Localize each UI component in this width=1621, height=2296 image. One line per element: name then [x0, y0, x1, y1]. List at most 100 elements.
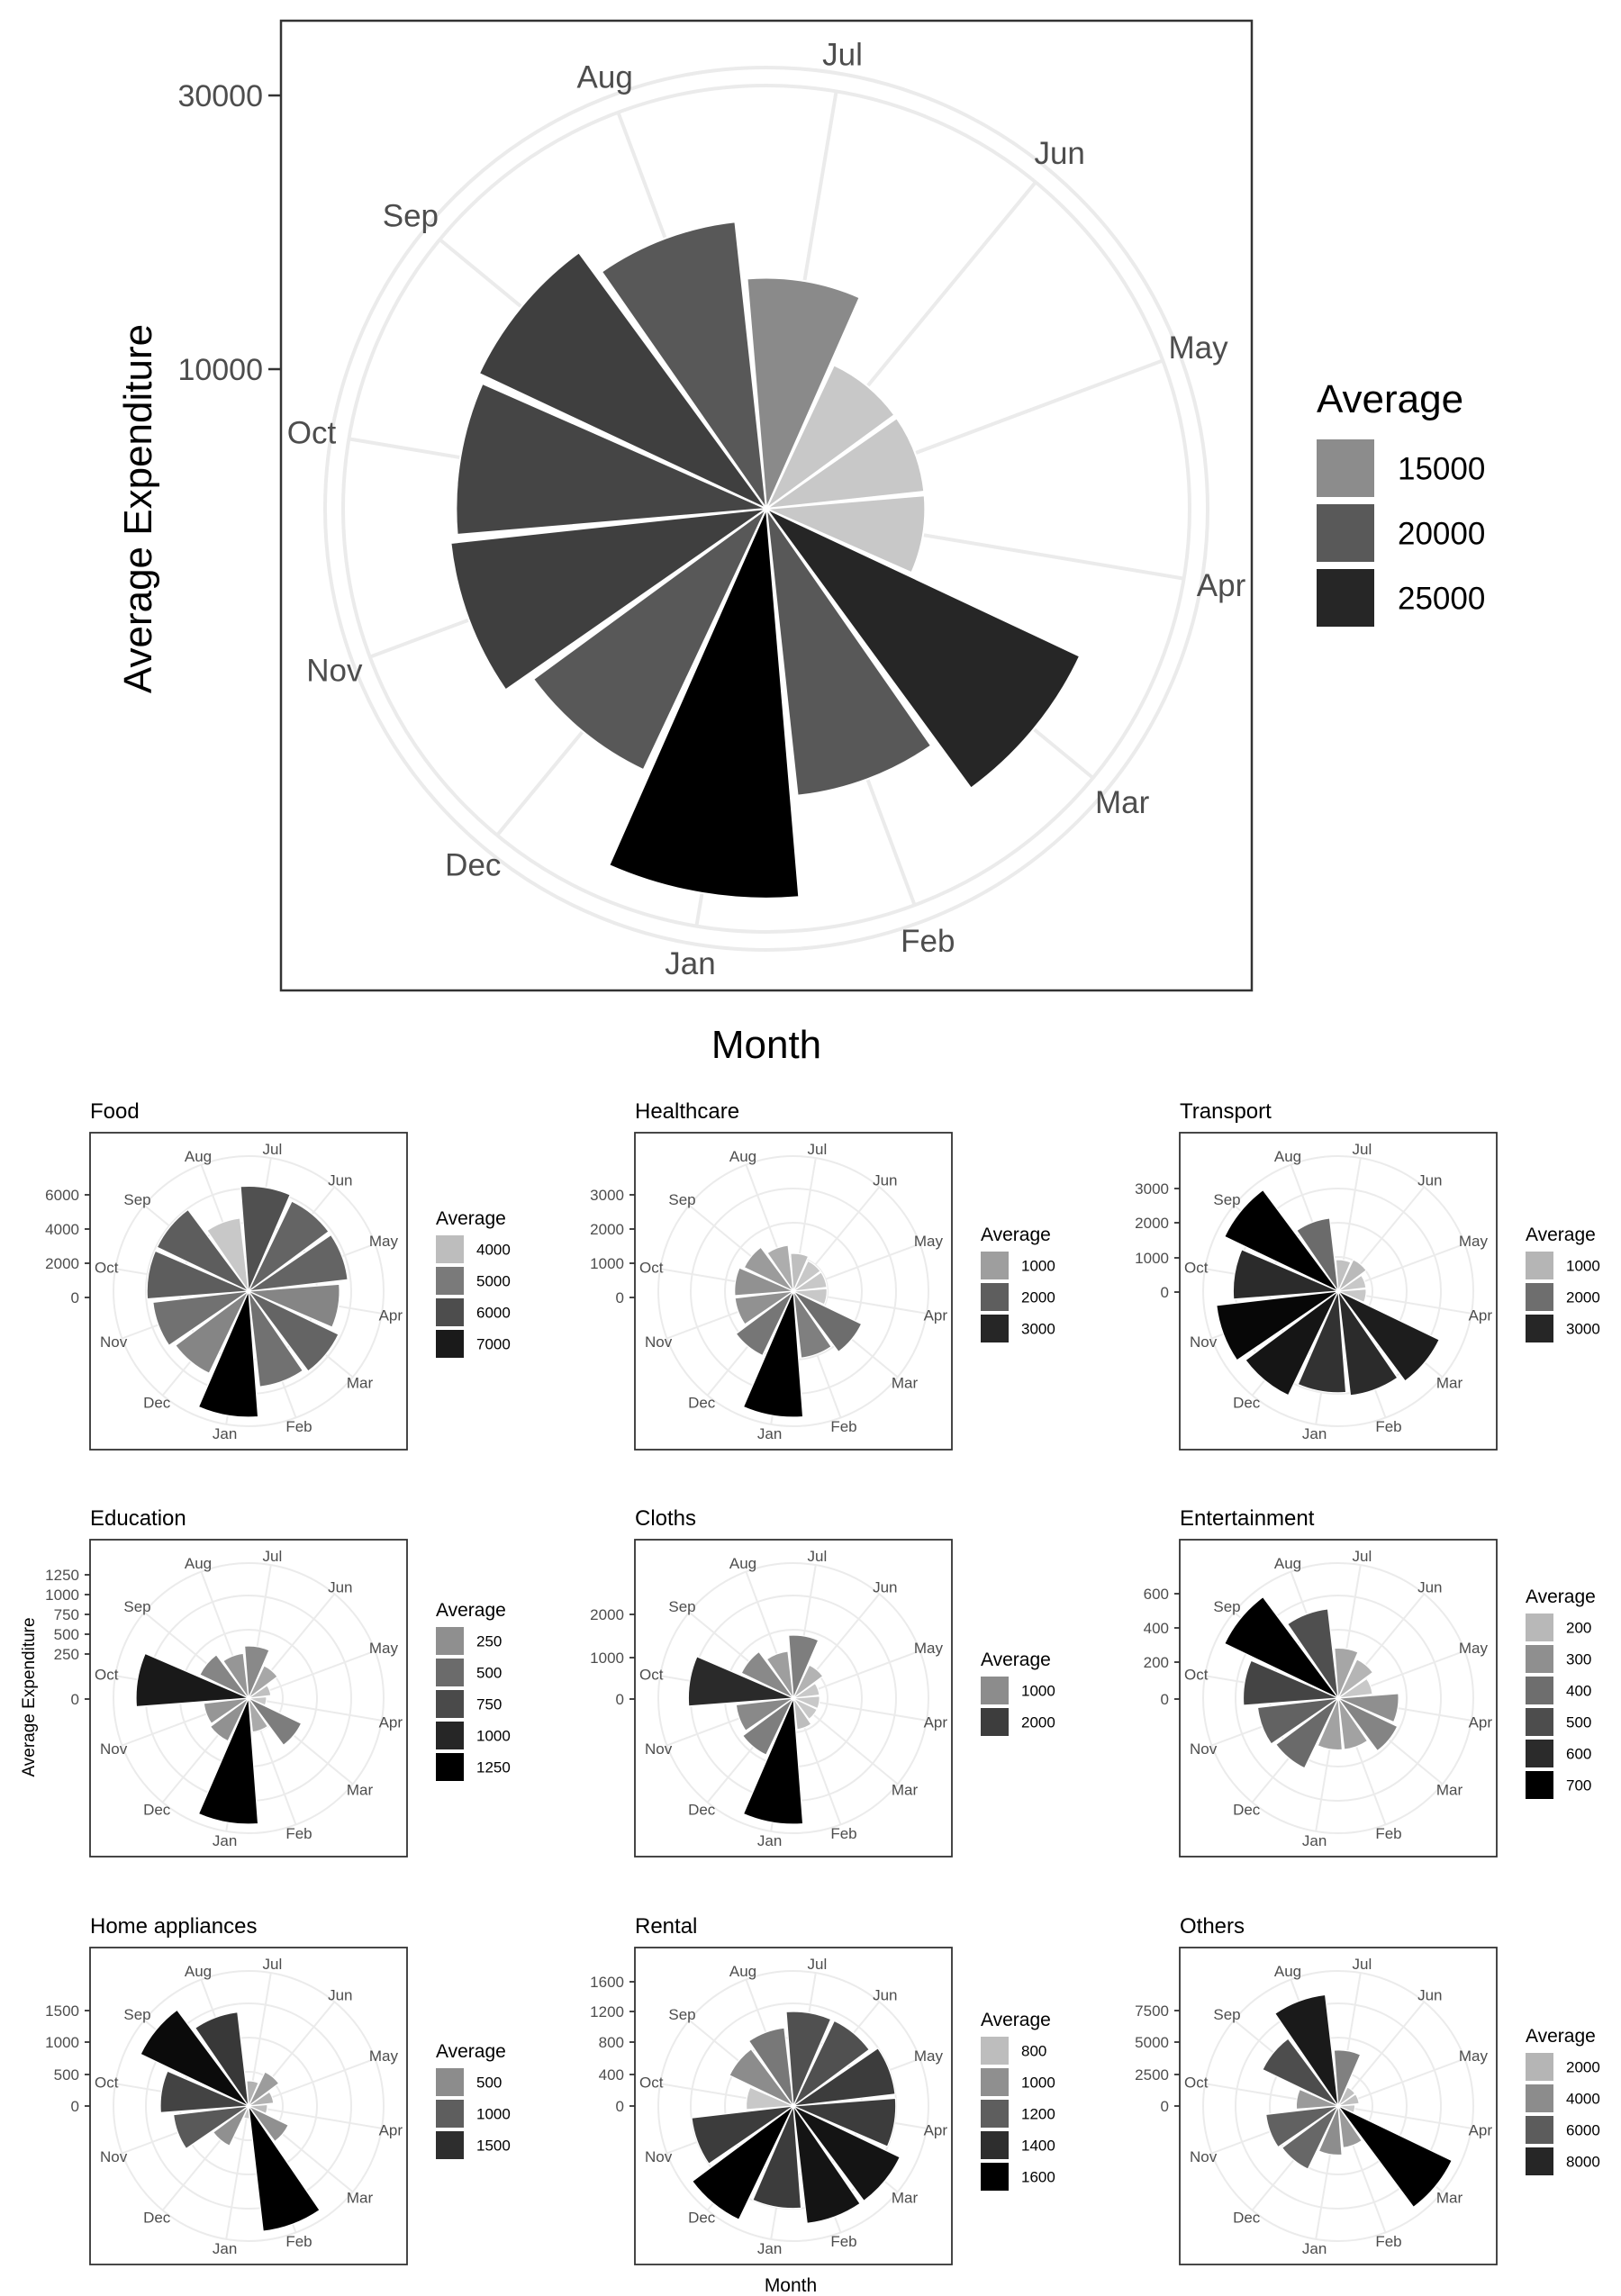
month-label-apr: Apr	[379, 2121, 403, 2138]
grid-ring	[341, 84, 1191, 934]
bar-mar	[1337, 1697, 1399, 1752]
month-label-aug: Aug	[577, 60, 633, 95]
small-x-axis-label: Month	[765, 2275, 817, 2296]
month-label-sep: Sep	[383, 199, 439, 234]
bar-dec	[1245, 1290, 1339, 1397]
month-label-jun: Jun	[328, 1579, 352, 1596]
legend-label: 1500	[476, 2137, 511, 2154]
legend-label: 6000	[476, 1304, 511, 1321]
bar-mar	[248, 1290, 340, 1372]
bar-aug	[222, 1652, 249, 1699]
bar-nov	[1265, 2105, 1339, 2148]
bar-oct	[745, 2086, 794, 2111]
panel-healthcare: Jan Dec Nov Oct Sep Aug Jul Jun May Apr Mar Feb 3000…	[590, 1099, 1055, 1451]
bar-feb	[248, 1290, 304, 1388]
bar-apr	[792, 1288, 828, 1306]
legend-label: 1400	[1021, 2137, 1055, 2154]
y-tick-label: 0	[616, 1691, 624, 1708]
legend-label: 600	[1566, 1745, 1591, 1762]
bar-jun	[792, 1260, 821, 1292]
grid-ring	[1269, 2037, 1408, 2175]
y-tick-label: 10000	[177, 353, 263, 387]
legend-title: Average	[1526, 1586, 1596, 1607]
bar-jan	[197, 1697, 259, 1825]
month-label-jul: Jul	[808, 1956, 828, 1973]
month-label-mar: Mar	[347, 1375, 374, 1392]
legend-key	[1526, 2147, 1553, 2175]
bar-jun	[792, 2020, 871, 2107]
month-label-feb: Feb	[1375, 1825, 1401, 1842]
legend-label: 1000	[476, 1727, 511, 1744]
bar-sep	[477, 251, 767, 510]
legend-label: 400	[1566, 1682, 1591, 1699]
month-label-oct: Oct	[639, 1260, 664, 1277]
bar-jun	[1337, 1658, 1374, 1699]
month-label-feb: Feb	[830, 2233, 856, 2250]
month-label-oct: Oct	[95, 1260, 119, 1277]
legend-label: 8000	[1566, 2153, 1600, 2170]
month-label-mar: Mar	[1436, 2190, 1463, 2207]
bar-may	[248, 1234, 349, 1292]
bar-feb	[792, 1697, 812, 1731]
y-tick-label: 30000	[177, 79, 263, 113]
bar-jul	[246, 2080, 259, 2107]
bar-sep	[156, 1208, 249, 1292]
main-y-axis-label: Average Expenditure	[116, 324, 160, 693]
bar-oct	[734, 1267, 794, 1297]
bar-jul	[1333, 2049, 1362, 2107]
legend-key	[1526, 1740, 1553, 1767]
legend-label: 2000	[1566, 1288, 1600, 1306]
bar-oct	[146, 1250, 249, 1300]
month-label-oct: Oct	[1184, 1667, 1209, 1684]
bar-jun	[1337, 2086, 1356, 2107]
y-tick-label: 200	[1144, 1654, 1169, 1671]
panel-cloths: Jan Dec Nov Oct Sep Aug Jul Jun May Apr Mar Feb 2000…	[590, 1506, 1055, 1858]
month-label-jan: Jan	[213, 1832, 237, 1849]
month-label-may: May	[1459, 1640, 1489, 1657]
bar-aug	[765, 1650, 794, 1699]
month-label-may: May	[1459, 1233, 1489, 1250]
month-label-nov: Nov	[645, 2148, 673, 2165]
month-label-oct: Oct	[95, 2075, 119, 2092]
panel-title: Food	[90, 1099, 140, 1124]
y-tick-label: 800	[599, 2034, 624, 2051]
bar-jan	[742, 1697, 804, 1825]
bar-mar	[1337, 2105, 1453, 2209]
month-label-mar: Mar	[1436, 1782, 1463, 1799]
month-label-aug: Aug	[729, 1555, 756, 1572]
month-label-aug: Aug	[729, 1148, 756, 1165]
month-label-aug: Aug	[185, 1963, 212, 1980]
legend-title: Average	[1317, 377, 1463, 421]
grid-ring	[1202, 1970, 1474, 2242]
bar-may	[1337, 1274, 1367, 1292]
bar-aug	[747, 2027, 794, 2107]
month-label-sep: Sep	[1213, 2006, 1240, 2023]
month-label-nov: Nov	[100, 1333, 128, 1351]
month-label-nov: Nov	[645, 1740, 673, 1758]
bar-oct	[135, 1652, 249, 1708]
legend-key	[1526, 1283, 1553, 1311]
bar-dec	[531, 508, 767, 772]
legend-label: 1000	[476, 2105, 511, 2122]
legend-key	[981, 1677, 1009, 1704]
bar-apr	[765, 494, 927, 574]
month-label-jul: Jul	[263, 1548, 283, 1565]
month-label-mar: Mar	[892, 1375, 919, 1392]
bar-sep	[199, 1654, 249, 1699]
y-tick-label: 250	[54, 1646, 79, 1663]
y-tick-label: 0	[71, 1289, 79, 1306]
bar-sep	[1223, 1595, 1339, 1699]
month-label-apr: Apr	[924, 1306, 948, 1324]
legend-key	[436, 1298, 464, 1326]
month-label-sep: Sep	[1213, 1598, 1240, 1615]
month-label-apr: Apr	[379, 1713, 403, 1731]
bar-nov	[691, 2105, 794, 2165]
legend-key	[1526, 2084, 1553, 2112]
month-label-dec: Dec	[143, 1801, 171, 1818]
bar-nov	[1216, 1290, 1339, 1361]
month-label-aug: Aug	[1274, 1555, 1301, 1572]
month-label-jan: Jan	[1302, 2240, 1327, 2257]
grid-ring	[657, 1155, 929, 1427]
month-label-dec: Dec	[688, 1394, 716, 1411]
grid-spoke	[248, 2105, 383, 2129]
